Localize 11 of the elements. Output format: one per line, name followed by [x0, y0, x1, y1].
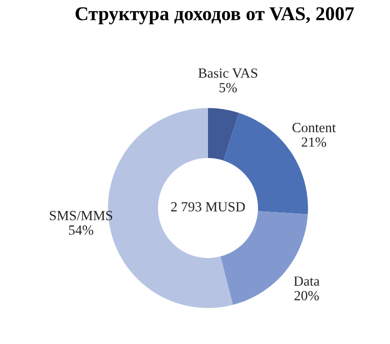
text: 2 793 MUSD [171, 202, 245, 212]
slice-label: Content [292, 122, 336, 132]
donut-slice [208, 108, 239, 160]
data-label: 20% [294, 290, 319, 300]
data-label: 54% [69, 225, 94, 235]
slice-label: Basic VAS [198, 68, 258, 78]
slice-label: SMS/MMS [50, 210, 112, 220]
chart-title: Структура доходов от VAS, 2007 [76, 7, 354, 24]
data-label: 5% [220, 82, 237, 92]
slice-label: Data [294, 276, 320, 286]
data-label: 21% [302, 137, 326, 147]
